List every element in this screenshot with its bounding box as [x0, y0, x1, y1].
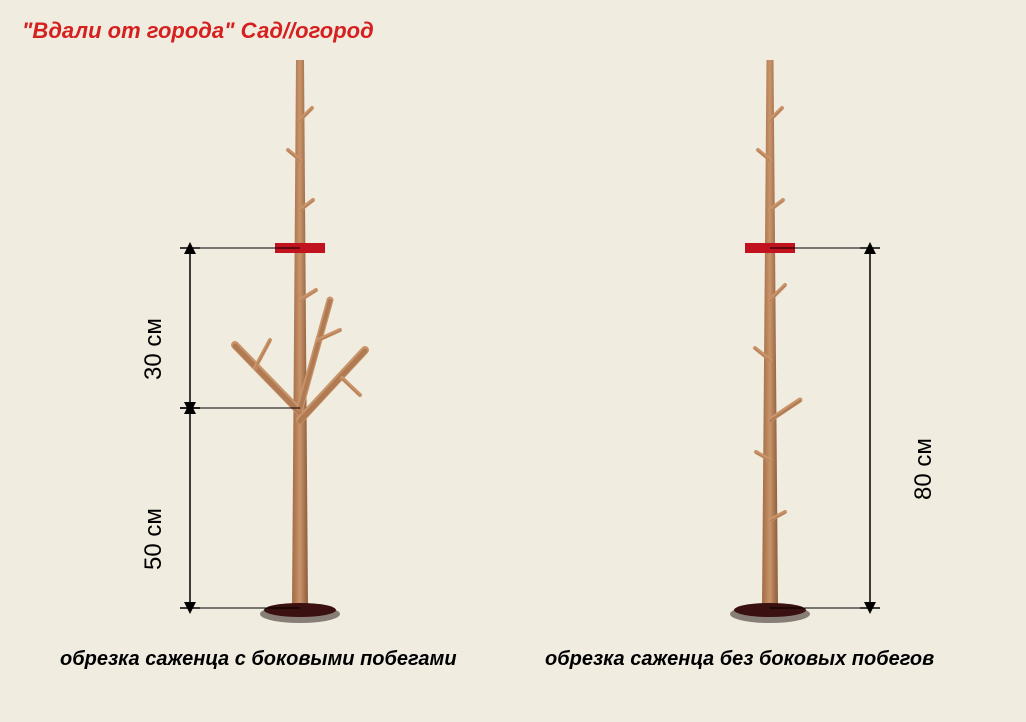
left-tree-branch-shade — [235, 346, 300, 413]
left-tree-trunk — [292, 60, 308, 608]
left-tree-branch — [342, 378, 360, 395]
caption-left: обрезка саженца с боковыми побегами — [60, 648, 457, 671]
left-tree-branch-shade — [255, 341, 270, 369]
measure-label-80: 80 см — [910, 438, 938, 500]
right-tree-trunk — [762, 60, 778, 608]
measure-label-50: 50 см — [140, 508, 168, 570]
right-tree-ground — [734, 603, 806, 617]
caption-right: обрезка саженца без боковых побегов — [545, 648, 934, 671]
left-tree-ground — [264, 603, 336, 617]
measure-label-30: 30 см — [140, 318, 168, 380]
left-tree-branch-shade — [342, 379, 360, 396]
